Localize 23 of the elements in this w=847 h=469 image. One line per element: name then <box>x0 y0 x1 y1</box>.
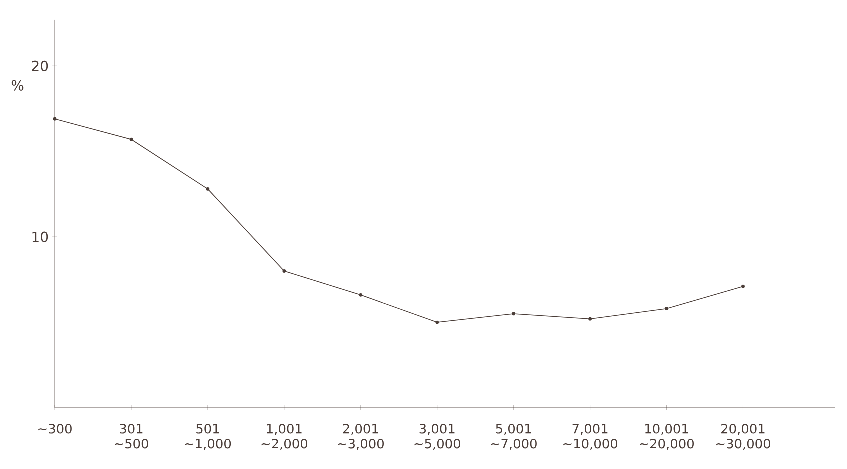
y-axis-title: % <box>12 80 24 91</box>
x-tick-label: 20,001 ∼30,000 <box>716 424 770 450</box>
point <box>436 320 440 324</box>
point <box>742 284 745 288</box>
y-tick-label: 10 <box>32 232 48 242</box>
point <box>53 117 57 121</box>
point <box>206 188 210 191</box>
x-tick-label: 1,001 ∼2,000 <box>262 424 308 450</box>
x-tick-label: 301 ∼500 <box>115 424 148 449</box>
x-tick-label: 5,001 ∼7,000 <box>491 424 537 450</box>
x-tick-label: 501 ∼1,000 <box>185 424 232 450</box>
x-tick-label: 7,001 ∼10,000 <box>564 424 618 450</box>
point <box>665 307 668 311</box>
point <box>282 270 286 273</box>
x-tick-label: ∼300 <box>38 424 72 434</box>
x-tick-label: 2,001 ∼3,000 <box>338 424 384 450</box>
x-tick-label: 10,001 ∼20,000 <box>640 424 694 450</box>
point <box>130 138 134 142</box>
point <box>512 312 516 316</box>
point <box>359 293 363 297</box>
point <box>588 317 592 321</box>
y-tick-label: 20 <box>32 60 48 72</box>
x-tick-label: 3,001 ∼5,000 <box>414 424 460 450</box>
